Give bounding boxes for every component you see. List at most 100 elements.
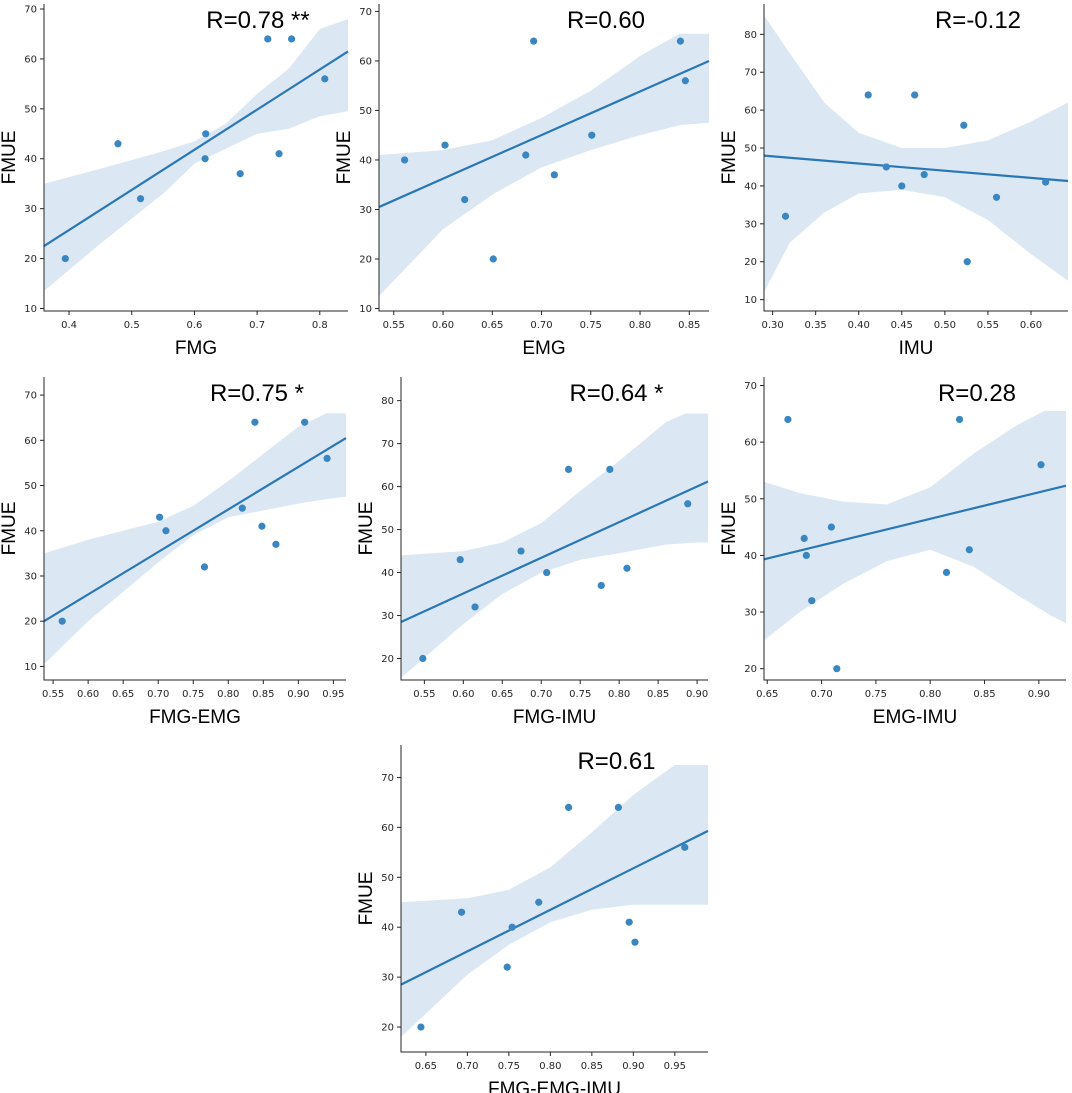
data-point-8 (963, 258, 971, 266)
regression-line (763, 484, 1067, 561)
x-tick-label: 0.60 (452, 689, 474, 700)
y-tick-label: 40 (24, 526, 37, 537)
y-tick-label: 50 (381, 873, 394, 884)
y-tick-label: 60 (359, 56, 372, 67)
data-point-9 (676, 37, 685, 45)
data-point-9 (965, 546, 973, 554)
data-point-9 (631, 938, 639, 946)
y-tick-label: 20 (744, 257, 757, 268)
data-point-3 (136, 195, 145, 203)
x-tick-label: 0.75 (580, 320, 602, 331)
data-point-8 (606, 465, 614, 474)
y-tick-label: 20 (359, 255, 372, 266)
x-tick-label: 0.70 (530, 320, 552, 331)
data-point-10 (1042, 178, 1050, 186)
x-tick-label: 0.65 (112, 689, 134, 700)
y-tick-label: 40 (359, 155, 372, 166)
x-tick-label: 0.5 (124, 320, 140, 331)
x-tick-label: 0.75 (498, 1061, 520, 1072)
y-tick-label: 10 (359, 304, 372, 315)
data-point-6 (236, 170, 244, 178)
y-tick-label: 40 (381, 923, 394, 934)
data-point-8 (625, 918, 633, 926)
data-point-10 (1037, 461, 1045, 469)
data-point-10 (323, 454, 331, 463)
panel-emg-imu: 0.65 0.70 0.75 0.80 0.85 0.90 20 30 40 50 60 70 EMG-… (719, 377, 1067, 728)
x-axis-label: EMG (522, 338, 565, 359)
y-tick-label: 70 (24, 391, 37, 402)
data-point-4 (808, 597, 816, 605)
y-tick-label: 40 (744, 551, 757, 562)
data-point-9 (287, 35, 296, 43)
y-tick-label: 70 (381, 773, 394, 784)
regression-line (43, 50, 349, 248)
regression-line (43, 437, 347, 623)
y-tick-label: 30 (24, 204, 37, 215)
data-point-7 (614, 803, 622, 811)
data-point-7 (258, 522, 266, 530)
data-point-5 (911, 91, 919, 99)
y-axis-label: FMUE (0, 502, 20, 556)
x-tick-label: 0.80 (608, 689, 630, 700)
confidence-band (401, 413, 708, 678)
y-tick-label: 50 (744, 144, 757, 155)
y-tick-label: 70 (744, 381, 757, 392)
data-point-6 (833, 665, 841, 673)
panel-fmg-emg: 0.55 0.60 0.65 0.70 0.75 0.80 0.85 0.90 0.95 10 20… (0, 377, 347, 728)
y-tick-label: 30 (381, 611, 394, 622)
y-tick-label: 50 (24, 104, 37, 115)
x-tick-label: 0.85 (647, 689, 669, 700)
regression-line (763, 154, 1069, 183)
data-point-2 (457, 908, 466, 916)
data-point-1 (419, 654, 427, 663)
x-tick-label: 0.90 (1028, 689, 1050, 700)
y-tick-label: 40 (381, 568, 394, 579)
y-tick-label: 60 (24, 54, 37, 65)
x-tick-label: 0.60 (432, 320, 454, 331)
data-point-5 (827, 523, 835, 531)
y-tick-label: 80 (381, 396, 394, 407)
data-point-1 (784, 415, 792, 424)
x-tick-label: 0.60 (1020, 320, 1042, 331)
x-tick-label: 0.50 (934, 320, 956, 331)
data-point-9 (301, 418, 309, 426)
correlation-label: R=0.61 (577, 748, 655, 775)
correlation-label: R=-0.12 (935, 7, 1021, 34)
data-point-4 (517, 547, 525, 555)
data-point-5 (543, 568, 551, 577)
x-tick-label: 0.70 (810, 689, 832, 700)
y-tick-label: 70 (359, 7, 372, 18)
data-point-6 (920, 170, 928, 179)
x-axis-label: FMG-EMG-IMU (488, 1079, 621, 1093)
x-tick-label: 0.85 (973, 689, 995, 700)
x-tick-label: 0.95 (322, 689, 344, 700)
data-point-3 (471, 603, 479, 611)
x-axis-label: FMG-IMU (513, 707, 596, 728)
x-tick-label: 0.65 (415, 1061, 437, 1072)
confidence-band (764, 411, 1066, 641)
correlation-label: R=0.28 (938, 380, 1016, 407)
y-tick-label: 70 (381, 439, 394, 450)
y-tick-label: 20 (24, 254, 37, 265)
data-point-5 (238, 504, 246, 512)
y-tick-label: 20 (24, 617, 37, 628)
confidence-band (44, 19, 348, 291)
x-tick-label: 0.85 (678, 320, 700, 331)
x-tick-label: 0.75 (182, 689, 204, 700)
regression-line (400, 480, 709, 623)
data-point-6 (251, 418, 259, 426)
y-tick-label: 40 (744, 181, 757, 192)
panel-fmg-imu: 0.55 0.60 0.65 0.70 0.75 0.80 0.85 0.90 20 30 40 50… (356, 377, 709, 728)
data-point-10 (681, 77, 689, 85)
data-point-4 (508, 923, 516, 931)
data-point-1 (781, 212, 790, 220)
data-point-2 (800, 534, 808, 543)
data-point-3 (162, 527, 170, 535)
correlation-label: R=0.78 ** (206, 7, 309, 34)
data-point-1 (58, 617, 66, 625)
y-tick-label: 40 (24, 154, 37, 165)
x-tick-label: 0.70 (456, 1061, 478, 1072)
x-tick-label: 0.35 (805, 320, 827, 331)
x-tick-label: 0.65 (756, 689, 778, 700)
correlation-label: R=0.75 * (210, 380, 304, 407)
